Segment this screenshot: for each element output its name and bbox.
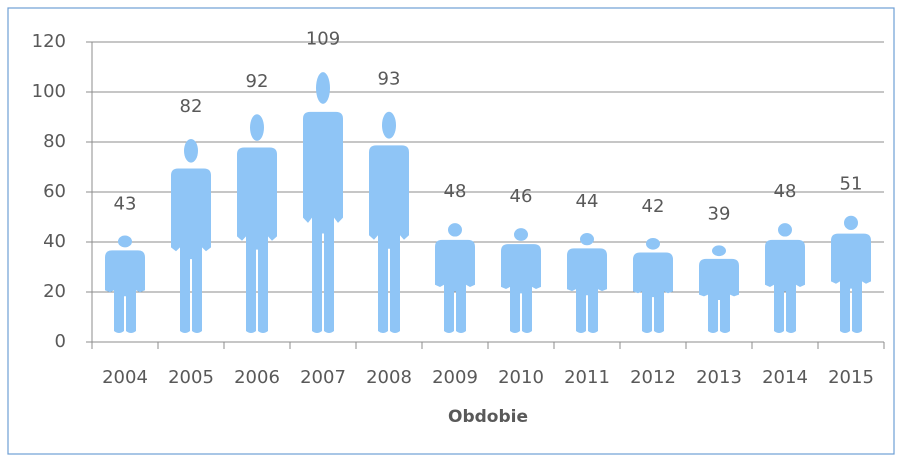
y-tick-label: 60	[43, 181, 66, 202]
person-bar	[633, 237, 673, 333]
x-tick-label: 2007	[300, 367, 346, 388]
x-tick-label: 2011	[564, 367, 610, 388]
person-bar	[237, 114, 277, 333]
data-label: 92	[246, 71, 269, 92]
x-tick-label: 2008	[366, 367, 412, 388]
x-axis-title: Obdobie	[448, 407, 528, 427]
x-tick-label: 2005	[168, 367, 214, 388]
data-label: 43	[114, 194, 137, 215]
data-label: 39	[708, 204, 731, 225]
x-tick-label: 2009	[432, 367, 478, 388]
data-label: 48	[444, 181, 467, 202]
y-tick-label: 80	[43, 131, 66, 152]
person-bar	[105, 235, 145, 333]
data-label: 82	[180, 96, 203, 117]
person-bar	[435, 223, 475, 333]
person-bar	[699, 245, 739, 333]
y-tick-label: 120	[32, 31, 66, 52]
data-label: 93	[378, 69, 401, 90]
x-tick-label: 2012	[630, 367, 676, 388]
data-label: 109	[306, 29, 340, 50]
x-tick-label: 2014	[762, 367, 808, 388]
x-tick-label: 2010	[498, 367, 544, 388]
y-tick-label: 40	[43, 231, 66, 252]
data-label: 48	[774, 181, 797, 202]
person-bar	[831, 215, 871, 333]
person-bar	[501, 228, 541, 333]
person-bar	[567, 233, 607, 333]
data-label: 44	[576, 191, 599, 212]
data-label: 51	[840, 174, 863, 195]
x-tick-label: 2004	[102, 367, 148, 388]
data-label: 42	[642, 196, 665, 217]
person-bar	[303, 72, 343, 333]
x-tick-label: 2015	[828, 367, 874, 388]
y-tick-label: 20	[43, 281, 66, 302]
person-bar	[369, 111, 409, 333]
person-bar	[765, 223, 805, 333]
y-tick-label: 0	[55, 331, 66, 352]
y-tick-label: 100	[32, 81, 66, 102]
data-label: 46	[510, 186, 533, 207]
person-bar	[171, 138, 211, 333]
x-tick-label: 2006	[234, 367, 280, 388]
x-tick-label: 2013	[696, 367, 742, 388]
